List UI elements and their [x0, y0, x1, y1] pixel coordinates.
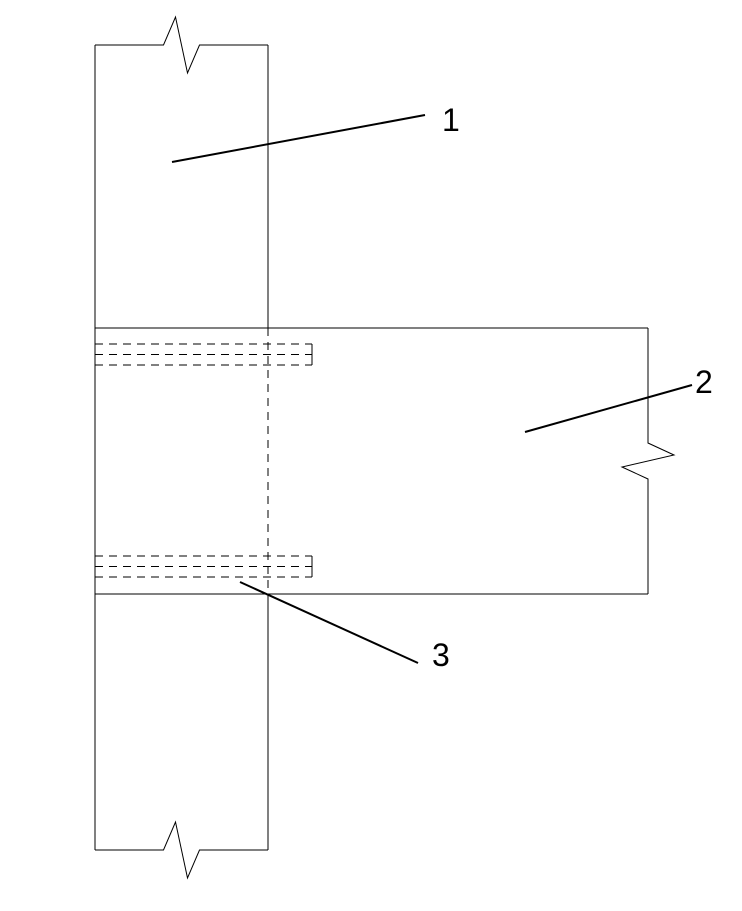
label-3: 3 [432, 637, 450, 674]
label-1: 1 [442, 102, 460, 139]
connection-diagram [0, 0, 742, 911]
label-2: 2 [695, 364, 713, 401]
